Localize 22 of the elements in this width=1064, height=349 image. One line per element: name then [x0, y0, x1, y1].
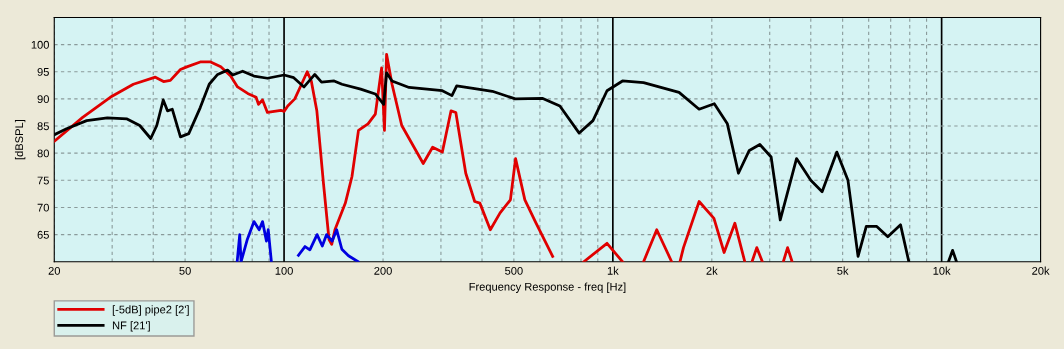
y-axis-title: [dBSPL] [14, 120, 26, 160]
x-tick-label: 5k [837, 266, 849, 275]
x-tick-label: 20 [48, 266, 61, 275]
y-tick-label: 75 [37, 176, 49, 185]
y-tick-label: 70 [37, 203, 49, 212]
y-tick-label: 95 [37, 68, 49, 76]
x-tick-label: 1k [607, 266, 619, 275]
legend-label: [-5dB] pipe2 [2'] [112, 305, 189, 316]
y-tick-label: 90 [37, 95, 49, 104]
x-tick-label: 50 [179, 266, 191, 275]
x-axis-title: Frequency Response - freq [Hz] [469, 282, 626, 293]
x-tick-label: 2k [706, 266, 718, 275]
x-tick-label: 20k [1032, 266, 1050, 275]
y-tick-label: 80 [37, 149, 49, 158]
y-tick-label: 85 [37, 122, 49, 131]
x-tick-label: 500 [505, 266, 523, 275]
y-tick-label: 100 [31, 40, 49, 49]
legend-label: NF [21'] [112, 321, 150, 332]
x-tick-label: 10k [933, 266, 951, 275]
y-tick-label: 65 [37, 230, 49, 239]
x-tick-label: 100 [275, 266, 293, 275]
x-tick-label: 200 [374, 266, 392, 275]
